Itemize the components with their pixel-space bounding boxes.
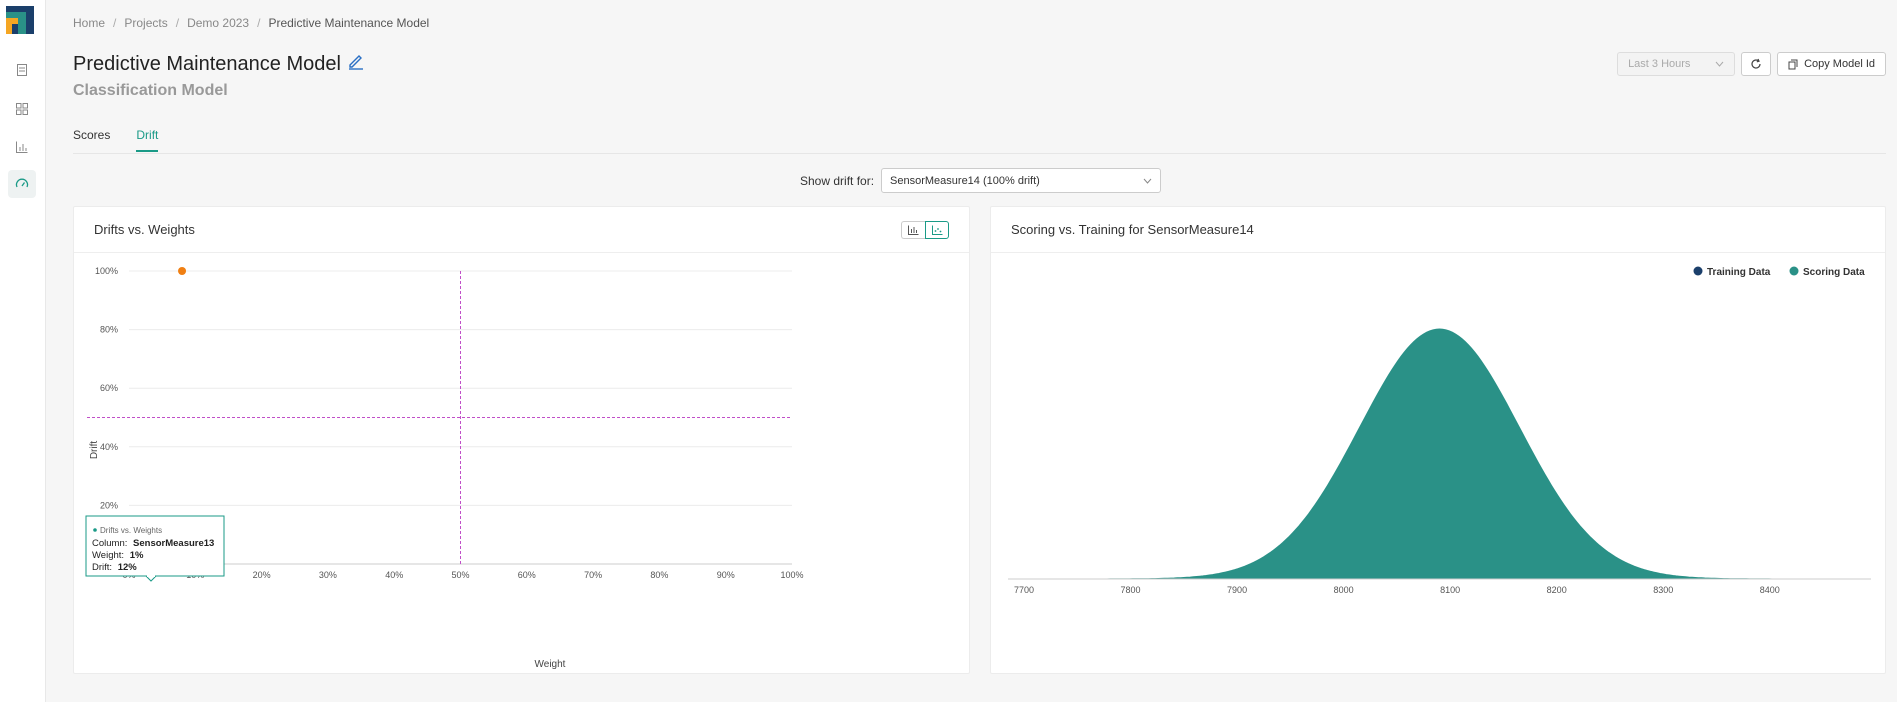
time-range-value: Last 3 Hours — [1628, 58, 1691, 70]
y-tick-label: 60% — [100, 383, 118, 393]
x-tick-label: 8400 — [1760, 585, 1780, 595]
breadcrumb-project[interactable]: Demo 2023 — [187, 16, 250, 30]
breadcrumb-separator: / — [113, 16, 117, 30]
tooltip-column-value: SensorMeasure13 — [133, 538, 214, 549]
top-actions: Last 3 Hours Copy Model Id — [1617, 52, 1886, 76]
scatter-point-highlight[interactable] — [178, 267, 187, 275]
breadcrumb: Home / Projects / Demo 2023 / Predictive… — [73, 16, 429, 30]
panel-header: Drifts vs. Weights — [74, 207, 969, 253]
gauge-icon[interactable] — [8, 170, 36, 198]
y-tick-label: 80% — [100, 325, 118, 335]
scatter-view-button[interactable] — [925, 221, 949, 239]
tabs-divider — [73, 153, 1886, 154]
x-tick-label: 8100 — [1440, 585, 1460, 595]
drift-column-select[interactable]: SensorMeasure14 (100% drift) — [881, 168, 1162, 193]
x-tick-label: 7800 — [1121, 585, 1141, 595]
tooltip-column-label: Column: — [92, 538, 127, 549]
tab-scores[interactable]: Scores — [73, 128, 111, 142]
panel-title: Scoring vs. Training for SensorMeasure14 — [1011, 222, 1254, 237]
time-range-select[interactable]: Last 3 Hours — [1617, 52, 1736, 76]
scatter-chart-icon — [931, 225, 942, 235]
tooltip-weight-value: 1% — [130, 550, 144, 561]
bar-chart-icon[interactable] — [8, 133, 36, 161]
y-tick-label: 40% — [100, 442, 118, 452]
panel-header: Scoring vs. Training for SensorMeasure14 — [991, 207, 1885, 253]
page-title-row: Predictive Maintenance Model — [73, 52, 365, 76]
breadcrumb-projects[interactable]: Projects — [124, 16, 168, 30]
breadcrumb-separator: / — [257, 16, 261, 30]
refresh-icon — [1751, 58, 1761, 69]
tabs: Scores Drift — [73, 128, 159, 152]
tooltip-drift-label: Drift: — [92, 562, 112, 573]
x-tick-label: 100% — [780, 570, 803, 580]
tooltip-series: Drifts vs. Weights — [100, 526, 162, 535]
scoring-vs-training-panel: Scoring vs. Training for SensorMeasure14… — [990, 206, 1886, 674]
x-tick-label: 30% — [319, 570, 337, 580]
y-tick-label: 20% — [100, 500, 118, 510]
tab-drift[interactable]: Drift — [136, 128, 159, 152]
bar-chart-icon — [908, 225, 919, 235]
drifts-vs-weights-panel: Drifts vs. Weights 0%20%40%60%80%100% 0%… — [73, 206, 970, 674]
x-axis-label: Weight — [535, 659, 566, 670]
drift-weight-scatter-chart: 0%20%40%60%80%100% 0%10%20%30%40%50%60%7… — [85, 266, 804, 670]
left-rail — [0, 0, 46, 702]
drift-selector-label: Show drift for: — [800, 173, 875, 188]
tooltip-weight-label: Weight: — [92, 550, 124, 561]
x-tick-label: 7700 — [1014, 585, 1034, 595]
drift-column-value: SensorMeasure14 (100% drift) — [890, 174, 1040, 187]
x-tick-label: 8300 — [1653, 585, 1673, 595]
legend-marker-training — [1693, 266, 1703, 276]
chart-legend: Training Data Scoring Data — [1693, 266, 1865, 278]
chart-view-toggle — [901, 221, 949, 239]
breadcrumb-separator: / — [175, 16, 180, 30]
breadcrumb-home[interactable]: Home — [73, 16, 106, 30]
chevron-down-icon — [1715, 58, 1724, 70]
refresh-button[interactable] — [1741, 52, 1772, 76]
edit-pencil-icon[interactable] — [347, 52, 365, 76]
scoring-data-area — [1008, 328, 1871, 580]
x-tick-label: 90% — [717, 570, 735, 580]
breadcrumb-current: Predictive Maintenance Model — [268, 16, 430, 30]
tooltip-drift-value: 12% — [118, 562, 138, 573]
dashboard-icon[interactable] — [8, 95, 36, 123]
x-tick-label: 7900 — [1227, 585, 1247, 595]
panel-title: Drifts vs. Weights — [94, 222, 195, 237]
x-tick-label: 80% — [650, 570, 668, 580]
y-axis-label: Drift — [89, 441, 100, 460]
copy-model-id-button[interactable]: Copy Model Id — [1777, 52, 1886, 76]
x-tick-label: 40% — [385, 570, 403, 580]
x-tick-label: 60% — [518, 570, 536, 580]
legend-training-label[interactable]: Training Data — [1707, 267, 1771, 278]
drift-selector-row: Show drift for: SensorMeasure14 (100% dr… — [800, 168, 1162, 193]
x-tick-label: 70% — [584, 570, 602, 580]
distribution-chart: Training Data Scoring Data 7700 7800 7900 8… — [1008, 266, 1871, 595]
svg-text:Weight: 1%: Weight: 1% — [92, 550, 144, 561]
x-tick-label: 20% — [253, 570, 271, 580]
y-tick-label: 100% — [95, 266, 118, 276]
model-type: Classification Model — [73, 82, 228, 99]
bar-chart-view-button[interactable] — [901, 221, 925, 239]
x-tick-label: 50% — [451, 570, 469, 580]
legend-scoring-label[interactable]: Scoring Data — [1803, 267, 1865, 278]
document-icon[interactable] — [8, 56, 36, 84]
legend-marker-scoring — [1789, 266, 1799, 276]
copy-model-id-label: Copy Model Id — [1804, 58, 1875, 70]
x-tick-label: 8200 — [1547, 585, 1567, 595]
x-tick-label: 8000 — [1334, 585, 1354, 595]
chart-tooltip: Drifts vs. Weights Column: SensorMeasure… — [85, 515, 225, 582]
svg-text:Drift: 12%: Drift: 12% — [92, 562, 137, 573]
chevron-down-icon — [1143, 175, 1152, 187]
app-logo[interactable] — [6, 6, 34, 34]
copy-icon — [1788, 59, 1798, 69]
page-title: Predictive Maintenance Model — [73, 52, 341, 75]
svg-text:Column: SensorMeasure1: Column: SensorMeasure13 — [92, 538, 214, 549]
